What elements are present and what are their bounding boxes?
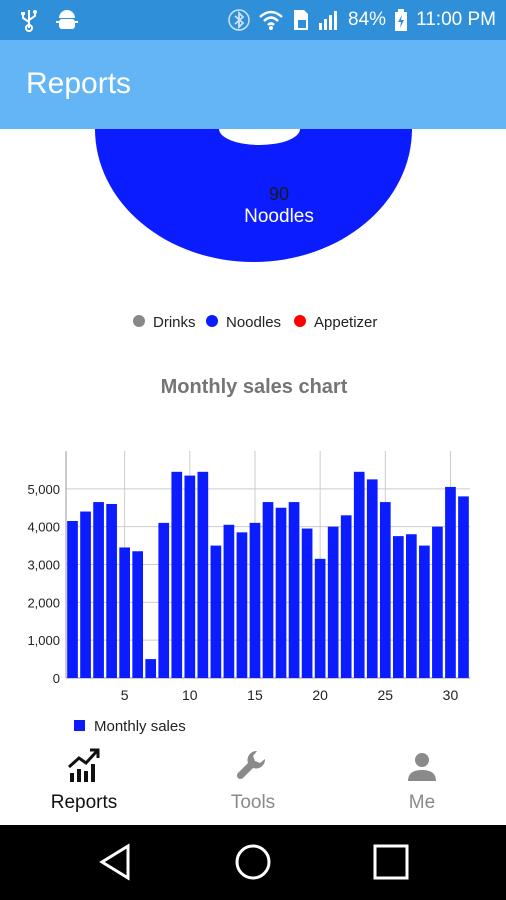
bar-day-24[interactable] bbox=[366, 479, 378, 678]
bar-day-10[interactable] bbox=[184, 475, 196, 678]
bar-legend-swatch bbox=[74, 720, 85, 731]
nav-label-reports: Reports bbox=[50, 792, 118, 813]
nav-label-tools: Tools bbox=[230, 792, 276, 813]
back-icon[interactable] bbox=[98, 843, 134, 881]
nav-tools[interactable]: Tools bbox=[169, 735, 337, 825]
y-tick-label: 2,000 bbox=[27, 595, 60, 610]
bar-day-22[interactable] bbox=[340, 515, 352, 678]
wifi-icon bbox=[259, 10, 283, 30]
x-tick-label: 10 bbox=[182, 687, 198, 703]
bar-day-14[interactable] bbox=[236, 532, 248, 678]
x-tick-label: 5 bbox=[121, 687, 129, 703]
bottom-navigation: Reports Tools Me bbox=[0, 735, 506, 825]
bluetooth-icon bbox=[228, 9, 250, 31]
x-tick-label: 25 bbox=[378, 687, 394, 703]
person-icon bbox=[408, 753, 436, 781]
bar-day-25[interactable] bbox=[379, 502, 391, 678]
x-tick-label: 30 bbox=[443, 687, 459, 703]
bar-day-7[interactable] bbox=[145, 659, 157, 678]
bar-day-6[interactable] bbox=[132, 551, 144, 678]
nav-reports[interactable]: Reports bbox=[0, 735, 168, 825]
bar-day-15[interactable] bbox=[249, 522, 261, 678]
bar-day-19[interactable] bbox=[301, 528, 313, 678]
x-tick-label: 15 bbox=[247, 687, 263, 703]
y-tick-label: 5,000 bbox=[27, 482, 60, 497]
bar-day-11[interactable] bbox=[197, 471, 209, 678]
report-content[interactable]: 90 Noodles Drinks Noodles Appetizer Mont… bbox=[0, 129, 506, 735]
bar-legend-label: Monthly sales bbox=[94, 718, 186, 735]
bar-day-28[interactable] bbox=[419, 545, 430, 678]
usb-icon bbox=[21, 10, 37, 32]
system-navigation-bar bbox=[0, 825, 506, 900]
y-tick-label: 4,000 bbox=[27, 520, 60, 535]
bar-day-29[interactable] bbox=[432, 526, 443, 678]
bar-day-8[interactable] bbox=[158, 522, 170, 678]
status-bar: 84% 11:00 PM bbox=[0, 0, 506, 40]
bar-day-30[interactable] bbox=[445, 486, 456, 678]
battery-percent: 84% bbox=[348, 9, 387, 30]
bar-day-9[interactable] bbox=[171, 471, 183, 678]
pie-center-label: Noodles bbox=[244, 206, 314, 227]
bar-day-16[interactable] bbox=[262, 502, 274, 678]
pie-center-hole bbox=[219, 129, 300, 145]
legend-label-noodles: Noodles bbox=[226, 314, 281, 331]
bar-day-23[interactable] bbox=[353, 471, 365, 678]
bar-day-20[interactable] bbox=[314, 558, 326, 678]
legend-label-drinks: Drinks bbox=[153, 314, 196, 331]
android-debug-icon bbox=[56, 10, 78, 29]
bar-day-12[interactable] bbox=[210, 545, 222, 678]
bar-day-13[interactable] bbox=[223, 524, 235, 678]
nav-label-me: Me bbox=[408, 792, 436, 813]
home-icon[interactable] bbox=[234, 843, 272, 881]
nav-me[interactable]: Me bbox=[338, 735, 506, 825]
clock: 11:00 PM bbox=[416, 9, 496, 30]
y-tick-label: 3,000 bbox=[27, 558, 60, 573]
trending-chart-icon bbox=[67, 748, 100, 782]
bar-day-17[interactable] bbox=[275, 507, 287, 678]
legend-dot-drinks bbox=[133, 315, 145, 327]
x-tick-label: 20 bbox=[312, 687, 328, 703]
battery-icon bbox=[395, 9, 408, 31]
bar-day-31[interactable] bbox=[458, 496, 469, 678]
page-title: Reports bbox=[26, 67, 132, 100]
wrench-icon bbox=[236, 750, 266, 780]
y-tick-label: 1,000 bbox=[27, 633, 60, 648]
bar-day-26[interactable] bbox=[392, 536, 404, 678]
bar-day-21[interactable] bbox=[327, 526, 339, 678]
bar-day-2[interactable] bbox=[80, 511, 91, 678]
bar-day-5[interactable] bbox=[119, 547, 130, 678]
pie-slice-noodles[interactable] bbox=[95, 129, 412, 262]
bar-day-3[interactable] bbox=[93, 502, 104, 678]
bar-day-27[interactable] bbox=[406, 534, 417, 678]
pie-center-value: 90 bbox=[269, 184, 289, 204]
legend-label-appetizer: Appetizer bbox=[314, 314, 377, 331]
recent-apps-icon[interactable] bbox=[372, 843, 410, 881]
signal-icon bbox=[319, 11, 338, 30]
legend-dot-appetizer bbox=[294, 315, 306, 327]
bar-day-18[interactable] bbox=[288, 502, 300, 678]
legend-dot-noodles bbox=[206, 315, 218, 327]
pie-chart[interactable]: 90 Noodles Drinks Noodles Appetizer bbox=[0, 129, 506, 369]
sim-card-icon bbox=[294, 10, 309, 30]
monthly-sales-bar-chart[interactable]: Monthly sales chart 0 1,000 2,000 3,000 4,00… bbox=[0, 369, 506, 735]
bar-chart-title: Monthly sales chart bbox=[161, 376, 348, 398]
bar-day-4[interactable] bbox=[106, 503, 117, 678]
app-bar: Reports bbox=[0, 40, 506, 129]
y-tick-label: 0 bbox=[53, 671, 60, 686]
bar-day-1[interactable] bbox=[67, 520, 78, 678]
